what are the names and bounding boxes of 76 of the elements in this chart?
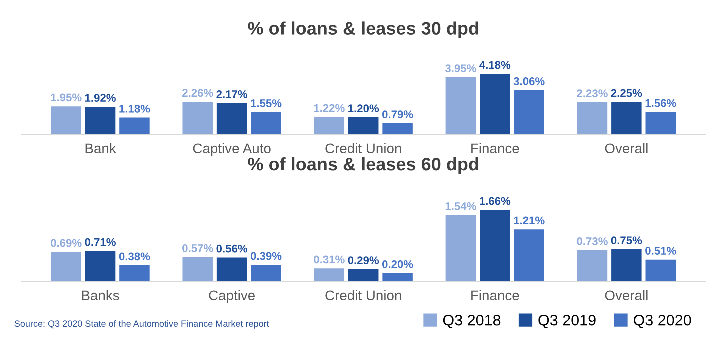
data-label: 0.75% bbox=[611, 236, 642, 245]
bar bbox=[182, 257, 213, 282]
x-tick-label: Finance bbox=[472, 143, 520, 154]
data-label: 1.22% bbox=[314, 104, 345, 112]
bar bbox=[646, 260, 676, 282]
bar bbox=[120, 118, 150, 135]
bar bbox=[216, 258, 248, 282]
x-tick-label: Overall bbox=[605, 290, 648, 301]
data-label: 0.29% bbox=[348, 256, 380, 264]
bar bbox=[577, 102, 608, 135]
x-tick-label: Overall bbox=[605, 143, 648, 154]
data-label: 1.21% bbox=[514, 216, 545, 225]
data-label: 0.39% bbox=[250, 252, 282, 260]
data-label: 0.69% bbox=[51, 239, 82, 248]
legend-label: Q3 2020 bbox=[634, 314, 692, 329]
x-tick-label: Bank bbox=[86, 143, 116, 154]
x-tick-label: Finance bbox=[472, 290, 520, 301]
bar bbox=[216, 103, 248, 135]
bar bbox=[612, 102, 642, 135]
data-label: 3.95% bbox=[445, 64, 476, 72]
bar bbox=[446, 215, 476, 282]
bar bbox=[480, 210, 510, 282]
source-note: Source: Q3 2020 State of the Automotive Finance Market report bbox=[14, 320, 270, 329]
bar bbox=[182, 102, 213, 135]
bar bbox=[314, 268, 345, 282]
bar bbox=[646, 112, 676, 135]
bar bbox=[382, 123, 413, 135]
data-label: 0.51% bbox=[646, 247, 676, 255]
data-label: 1.66% bbox=[480, 197, 511, 206]
bar bbox=[446, 77, 476, 135]
data-label: 0.79% bbox=[382, 110, 414, 119]
bar bbox=[85, 107, 116, 135]
bar bbox=[514, 230, 544, 282]
data-label: 3.06% bbox=[514, 78, 545, 86]
data-label: 0.31% bbox=[314, 256, 345, 264]
data-label: 1.20% bbox=[348, 104, 380, 113]
bar bbox=[251, 112, 282, 135]
data-label: 2.25% bbox=[611, 89, 642, 98]
data-label: 0.56% bbox=[216, 244, 248, 253]
bar bbox=[514, 90, 544, 135]
x-tick-label: Credit Union bbox=[326, 290, 402, 301]
bar bbox=[612, 250, 642, 282]
bar bbox=[348, 269, 379, 282]
bar bbox=[251, 265, 282, 282]
x-tick-label: Banks bbox=[82, 290, 120, 301]
data-label: 1.92% bbox=[85, 94, 116, 102]
legend-label: Q3 2019 bbox=[538, 314, 596, 329]
data-label: 1.56% bbox=[646, 99, 676, 108]
bar bbox=[348, 118, 379, 135]
bar bbox=[120, 266, 150, 282]
x-tick-label: Captive Auto bbox=[193, 143, 271, 156]
bar bbox=[85, 251, 116, 282]
data-label: 0.38% bbox=[119, 252, 150, 261]
data-label: 2.23% bbox=[577, 90, 608, 98]
chart-title: % of loans & leases 30 dpd bbox=[248, 22, 478, 39]
legend-label: Q3 2018 bbox=[443, 314, 501, 329]
data-label: 1.95% bbox=[51, 94, 82, 102]
x-tick-label: Credit Union bbox=[326, 143, 402, 154]
bar bbox=[51, 252, 82, 282]
data-label: 1.54% bbox=[446, 202, 476, 210]
chart-title: % of loans & leases 60 dpd bbox=[248, 157, 478, 174]
data-label: 0.57% bbox=[182, 244, 214, 252]
bar bbox=[314, 117, 345, 135]
x-tick-label: Captive bbox=[209, 290, 255, 304]
data-label: 2.26% bbox=[182, 89, 214, 98]
data-label: 0.20% bbox=[382, 260, 414, 268]
data-label: 0.71% bbox=[85, 238, 116, 246]
data-label: 4.18% bbox=[480, 61, 511, 70]
bar bbox=[51, 106, 82, 135]
data-label: 1.55% bbox=[251, 100, 282, 108]
bar bbox=[382, 273, 413, 282]
data-label: 0.73% bbox=[577, 238, 608, 246]
data-label: 2.17% bbox=[216, 90, 248, 98]
data-label: 1.18% bbox=[120, 104, 150, 113]
bar bbox=[577, 250, 608, 282]
bar bbox=[480, 74, 510, 135]
